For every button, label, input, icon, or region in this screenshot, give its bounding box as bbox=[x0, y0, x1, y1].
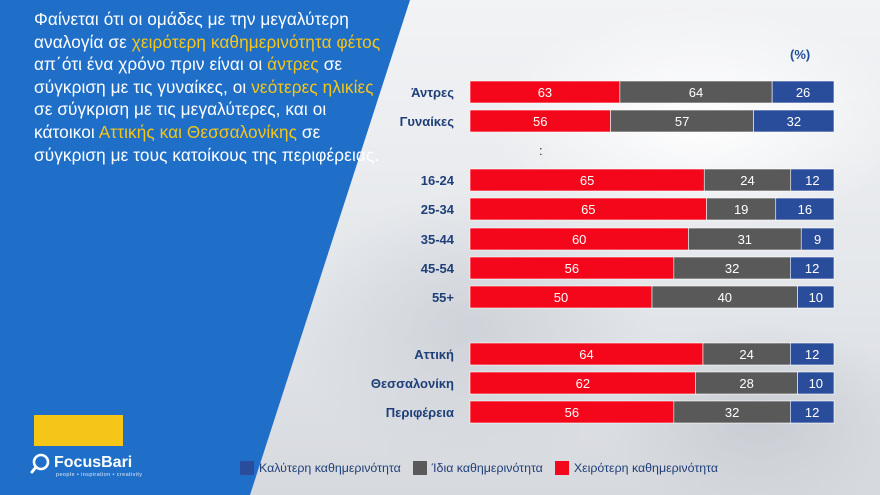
data-label-same: 64 bbox=[689, 85, 703, 100]
data-label-same: 31 bbox=[738, 232, 752, 247]
data-label-better: 9 bbox=[814, 232, 821, 247]
bar-better bbox=[797, 285, 835, 309]
data-label-same: 57 bbox=[675, 114, 689, 129]
category-label: 25-34 bbox=[421, 202, 455, 217]
data-label-better: 12 bbox=[805, 347, 819, 362]
data-label-same: 32 bbox=[725, 405, 739, 420]
data-label-same: 32 bbox=[725, 261, 739, 276]
data-label-worse: 65 bbox=[581, 202, 595, 217]
legend-swatch-worse bbox=[554, 461, 569, 475]
separator-mark: : bbox=[539, 143, 543, 158]
data-label-worse: 50 bbox=[554, 290, 568, 305]
data-label-worse: 56 bbox=[533, 114, 547, 129]
data-label-worse: 63 bbox=[538, 85, 552, 100]
data-label-same: 40 bbox=[718, 290, 732, 305]
category-label: Θεσσαλονίκη bbox=[371, 376, 454, 391]
headline-text: Φαίνεται ότι οι ομάδες με την μεγαλύτερη… bbox=[34, 8, 384, 166]
legend-swatch-same bbox=[412, 461, 427, 475]
headline-part: σε σύγκριση με τις μεγαλύτερες, και οι κ… bbox=[34, 99, 327, 142]
chart-legend: Καλύτερη καθημερινότητα Ίδια καθημερινότ… bbox=[240, 461, 730, 475]
legend-item-worse: Χειρότερη καθημερινότητα bbox=[554, 461, 718, 475]
bar-better bbox=[800, 227, 835, 251]
focusbari-logo: FocusBari people • inspiration • creativ… bbox=[30, 452, 142, 478]
category-label: 35-44 bbox=[421, 232, 455, 247]
headline-part: σε σύγκριση με τις γυναίκες, οι bbox=[34, 54, 343, 97]
bar-better bbox=[790, 400, 835, 424]
yellow-accent-block bbox=[34, 415, 123, 446]
headline-part: σε σύγκριση με τους κατοίκους της περιφέ… bbox=[34, 121, 380, 165]
legend-label-same: Ίδια καθημερινότητα bbox=[431, 461, 543, 475]
headline-highlight: Αττικής και Θεσσαλονίκης bbox=[98, 121, 298, 142]
legend-label-better: Καλύτερη καθημερινότητα bbox=[259, 461, 401, 475]
legend-swatch-better bbox=[240, 461, 254, 475]
headline-part: Φαίνεται ότι οι ομάδες με την μεγαλύτερη… bbox=[34, 9, 349, 52]
bar-better bbox=[797, 371, 835, 395]
bar-better bbox=[790, 342, 835, 366]
data-label-same: 19 bbox=[734, 202, 748, 217]
legend-label-worse: Χειρότερη καθημερινότητα bbox=[573, 461, 718, 475]
category-label: 16-24 bbox=[421, 173, 455, 188]
data-label-worse: 62 bbox=[576, 376, 590, 391]
category-label: Αττική bbox=[414, 347, 454, 362]
headline-highlight: άντρες bbox=[267, 54, 319, 75]
data-label-better: 16 bbox=[798, 202, 812, 217]
legend-item-better: Καλύτερη καθημερινότητα bbox=[240, 461, 401, 475]
category-label: 45-54 bbox=[421, 261, 455, 276]
category-label: Άντρες bbox=[411, 85, 454, 100]
bar-better bbox=[775, 197, 835, 221]
data-label-worse: 60 bbox=[572, 232, 586, 247]
category-label: Περιφέρεια bbox=[386, 405, 454, 420]
data-label-worse: 56 bbox=[565, 405, 579, 420]
data-label-better: 32 bbox=[787, 114, 801, 129]
logo-name: FocusBari bbox=[54, 454, 133, 471]
legend-item-same: Ίδια καθημερινότητα bbox=[412, 461, 543, 475]
headline-part: απ΄ότι ένα χρόνο πριν είναι οι bbox=[34, 54, 268, 75]
unit-label: (%) bbox=[790, 47, 811, 62]
data-label-better: 10 bbox=[809, 290, 823, 305]
data-label-better: 26 bbox=[796, 85, 810, 100]
data-label-better: 12 bbox=[805, 405, 819, 420]
data-label-same: 24 bbox=[740, 173, 754, 188]
data-label-worse: 64 bbox=[579, 347, 593, 362]
headline-highlight: νεότερες ηλικίες bbox=[251, 76, 374, 97]
data-label-worse: 56 bbox=[565, 261, 579, 276]
data-label-same: 24 bbox=[739, 347, 753, 362]
logo-tagline: people • inspiration • creativity bbox=[56, 472, 143, 478]
data-label-better: 12 bbox=[805, 261, 819, 276]
bar-better bbox=[753, 109, 835, 133]
data-label-better: 10 bbox=[809, 376, 823, 391]
data-label-better: 12 bbox=[805, 173, 819, 188]
data-label-worse: 65 bbox=[580, 173, 594, 188]
bar-better bbox=[771, 80, 835, 104]
category-label: Γυναίκες bbox=[400, 114, 455, 129]
data-label-same: 28 bbox=[739, 376, 753, 391]
magnifier-icon bbox=[30, 453, 50, 474]
bar-better bbox=[790, 168, 835, 192]
headline-highlight: χειρότερη καθημερινότητα φέτος bbox=[131, 31, 381, 52]
bar-better bbox=[790, 256, 835, 280]
category-label: 55+ bbox=[432, 290, 454, 305]
